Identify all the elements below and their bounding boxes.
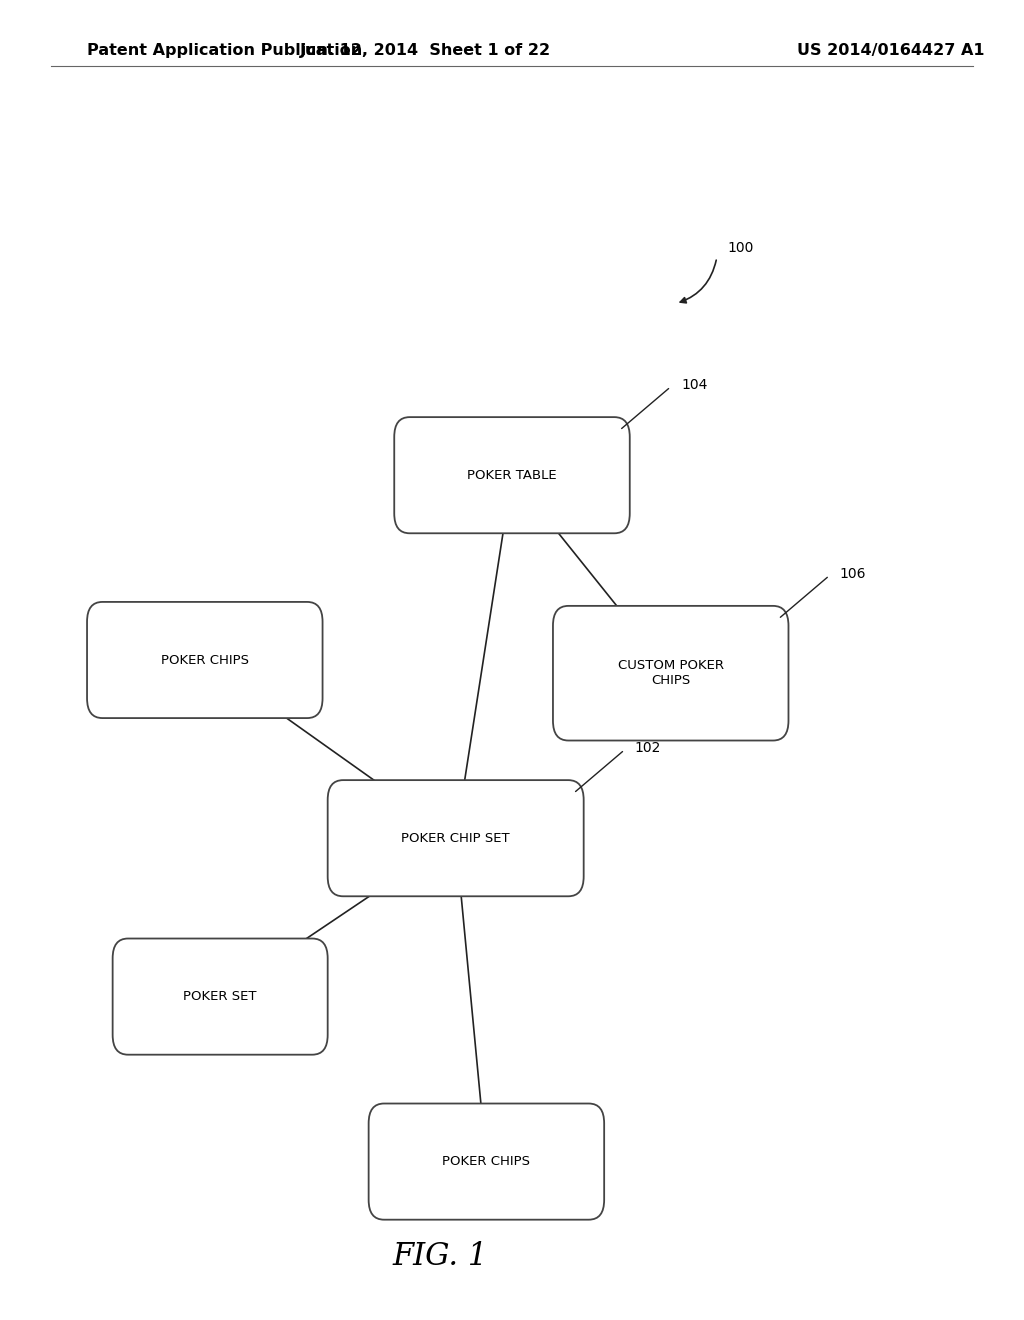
Text: POKER CHIP SET: POKER CHIP SET bbox=[401, 832, 510, 845]
Text: FIG. 1: FIG. 1 bbox=[392, 1241, 488, 1272]
FancyBboxPatch shape bbox=[553, 606, 788, 741]
Text: POKER CHIPS: POKER CHIPS bbox=[442, 1155, 530, 1168]
Text: 100: 100 bbox=[727, 242, 754, 255]
FancyBboxPatch shape bbox=[394, 417, 630, 533]
Text: CUSTOM POKER
CHIPS: CUSTOM POKER CHIPS bbox=[617, 659, 724, 688]
Text: POKER CHIPS: POKER CHIPS bbox=[161, 653, 249, 667]
FancyBboxPatch shape bbox=[87, 602, 323, 718]
FancyBboxPatch shape bbox=[113, 939, 328, 1055]
FancyBboxPatch shape bbox=[369, 1104, 604, 1220]
Text: 106: 106 bbox=[840, 568, 866, 581]
Text: POKER TABLE: POKER TABLE bbox=[467, 469, 557, 482]
Text: 104: 104 bbox=[681, 379, 708, 392]
Text: POKER SET: POKER SET bbox=[183, 990, 257, 1003]
FancyBboxPatch shape bbox=[328, 780, 584, 896]
Text: 102: 102 bbox=[635, 742, 662, 755]
Text: Jun. 12, 2014  Sheet 1 of 22: Jun. 12, 2014 Sheet 1 of 22 bbox=[299, 42, 551, 58]
Text: Patent Application Publication: Patent Application Publication bbox=[87, 42, 362, 58]
Text: US 2014/0164427 A1: US 2014/0164427 A1 bbox=[797, 42, 985, 58]
